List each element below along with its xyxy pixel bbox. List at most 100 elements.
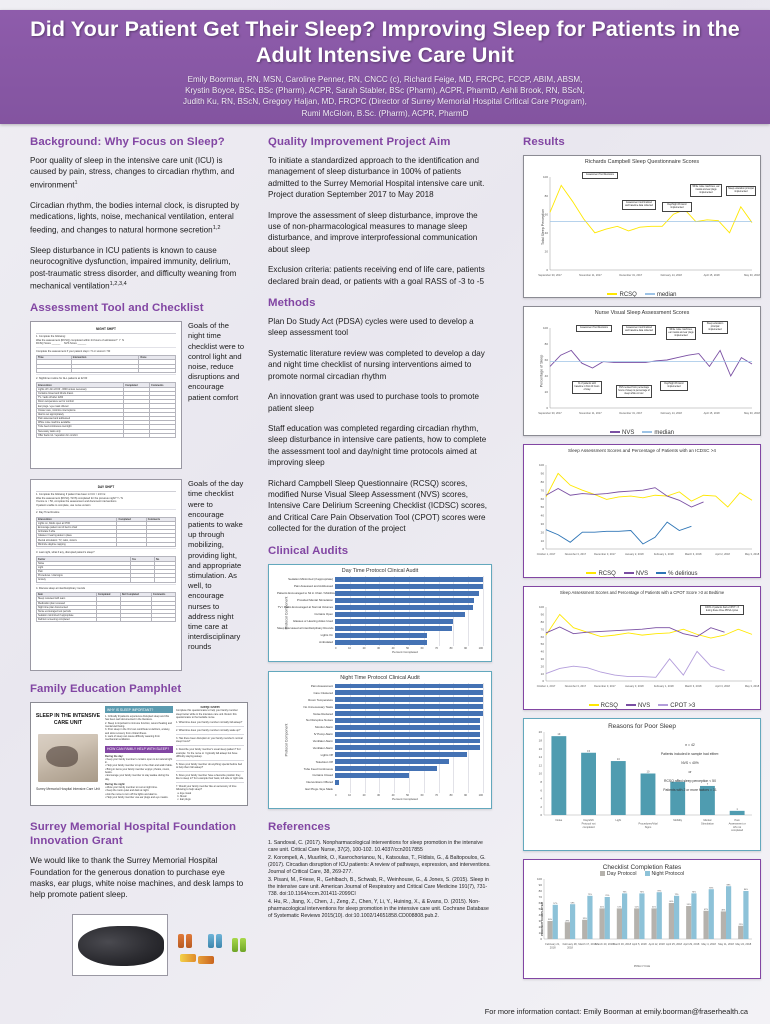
- chart-bar-label: No Disruptive Noises: [306, 718, 333, 723]
- chart-bar-row: Room Temperature: [277, 696, 483, 703]
- chart-series-line: [545, 521, 692, 545]
- chart-annotation: RCSQ rated sleep perception < 50: [664, 779, 716, 783]
- chart-x-tick: 90: [464, 793, 467, 797]
- chart-y-tick: 100: [537, 877, 542, 881]
- chart-legend-item: median: [644, 292, 677, 297]
- chart-y-tick: 100: [543, 175, 548, 179]
- chart-bar: [335, 611, 466, 617]
- chart-bar-label: Pain Assessed and Addressed: [293, 584, 333, 589]
- chart-bar-track: [335, 597, 483, 604]
- chart-bar-track: [335, 703, 483, 710]
- methods-paragraph-3: An innovation grant was used to purchase…: [268, 392, 480, 413]
- chart-bar-value: 80%: [744, 889, 748, 891]
- chart-bar-label: Lights On: [320, 633, 333, 638]
- author-line-4: Rumi McGloin, B.Sc. (Pharm), ACPR, Pharm…: [301, 108, 469, 118]
- chart-x-tick: April 15, 2018: [704, 273, 721, 277]
- chart-bar-row: Monitor Alarm: [277, 724, 483, 731]
- chart-annotation: % of patients with baseline in first 24 …: [572, 381, 602, 394]
- page-title: Did Your Patient Get Their Sleep? Improv…: [30, 17, 740, 67]
- chart-x-tick: Light: [615, 818, 621, 822]
- chart-bar-value: 60%: [669, 901, 673, 903]
- chart-y-tick: 20: [539, 730, 543, 734]
- chart-x-tick: 70: [435, 646, 438, 650]
- chart-annotation: NVS < 40%: [681, 761, 699, 765]
- chart-bar-track: [335, 632, 483, 639]
- chart-bar: [640, 773, 656, 815]
- right-column: Results Richards Campbell Sleep Question…: [523, 136, 761, 979]
- ear-plug-orange-2: [186, 933, 192, 948]
- chart-bar: [582, 919, 588, 939]
- chart-y-tick: 90: [541, 613, 545, 617]
- chart-bar-row: Tube Feed Continuous: [277, 765, 483, 772]
- chart-x-tick: Mental: [704, 818, 712, 822]
- chart-x-tick: 2018: [567, 945, 573, 949]
- chart-bar: [708, 889, 714, 939]
- chart-bar: [335, 704, 483, 710]
- chart-y-tick: 90: [539, 883, 543, 887]
- chart-x-tick: April 2, 2018: [715, 552, 730, 556]
- chart-x-tick: May 30, 2018: [744, 273, 760, 277]
- chart-x-tick: October 1, 2017: [537, 552, 556, 556]
- chart-annotation: Sleep education principal implemented: [726, 186, 756, 196]
- chart-x-tick: September 30, 2017: [538, 411, 562, 415]
- chart-bar-value: 19: [557, 732, 560, 736]
- chart-bar-track: [335, 604, 483, 611]
- pamphlet-header-why-sleep: WHY IS SLEEP IMPORTANT?: [105, 706, 173, 714]
- chart-bar-value: 32%: [583, 918, 587, 920]
- chart-bar: [670, 781, 686, 815]
- section-heading-aim: Quality Improvement Project Aim: [268, 136, 451, 148]
- contact-footer: For more information contact: Emily Boor…: [484, 1007, 748, 1016]
- author-line-1: Emily Boorman, RN, MSN, Caroline Penner,…: [187, 75, 583, 84]
- section-heading-grant: Surrey Memorial Hospital Foundation Inno…: [30, 821, 237, 848]
- pamphlet-cover-footer: Surrey Memorial Hospital Intensive Care …: [36, 787, 100, 792]
- chart-x-tick: 40: [391, 646, 395, 650]
- chart-x-tick: 2018: [550, 945, 556, 949]
- chart-bar: [639, 893, 645, 939]
- chart-gridline: [438, 575, 440, 646]
- chart-x-tick: 30: [377, 646, 380, 650]
- left-column: Background: Why Focus on Sleep? Poor qua…: [30, 136, 248, 984]
- ref-sup: 1: [74, 179, 78, 186]
- chart-bar-value: 51%: [635, 907, 639, 909]
- chart-bar: [700, 785, 715, 815]
- chart-x-tick: February 1, 2018: [654, 552, 674, 556]
- chart-bar: [564, 922, 570, 939]
- chart-bar-value: 46%: [721, 910, 725, 912]
- chart-bar-value: 88%: [727, 884, 731, 886]
- chart-bar: [634, 908, 640, 939]
- chart-y-tick: 12: [539, 763, 543, 767]
- chart-x-tick: 90: [464, 646, 467, 650]
- chart-bar: [335, 604, 473, 610]
- chart-bar-row: Ventilator Alarm: [277, 744, 483, 751]
- chart-title: Checklist Completion Rates: [602, 864, 682, 871]
- chart-y-tick: 60: [541, 635, 545, 639]
- chart-x-tick: December 3, 2017: [594, 684, 616, 688]
- chart-bar-track: [335, 731, 483, 738]
- chart-x-axis-label: PDSA CYCLE: [633, 965, 651, 968]
- methods-paragraph-2: Systematic literature review was complet…: [268, 348, 485, 381]
- chart-bar-row: Sleep Discussed at Interdisciplinary Rou…: [277, 625, 483, 632]
- chart-x-tick: Signs: [645, 825, 652, 829]
- chart-gridline: [482, 682, 484, 793]
- chart-gridline: [409, 682, 410, 793]
- chart-bar-label: Television Off: [315, 759, 333, 764]
- chart-y-tick: 0: [542, 679, 544, 683]
- chart-bar-track: [335, 618, 483, 625]
- chart-legend-item: RCSQ: [586, 571, 616, 577]
- chart-bar: [335, 697, 483, 703]
- chart-bar-row: Interventions Offered: [277, 779, 483, 786]
- chart-x-tick: 50: [406, 646, 409, 650]
- chart-gridline: [423, 682, 425, 793]
- chart-bar: [552, 904, 558, 939]
- chart-cpot-scores: Sleep Assessment Scores and Percentage o…: [523, 586, 761, 710]
- chart-bar: [335, 745, 481, 751]
- chart-x-tick: 100: [478, 793, 483, 797]
- chart-legend-item: CPOT >3: [658, 703, 695, 709]
- chart-y-tick: 100: [539, 605, 544, 609]
- chart-series-line: [545, 626, 725, 638]
- chart-svg: 0 10 20 30 40 50 60 70 80 90 100 October 1, 2017 Nov…: [537, 605, 760, 688]
- chart-x-tick: November 11, 2017: [579, 411, 602, 415]
- chart-bar-row: Lights Off: [277, 751, 483, 758]
- chart-annotation: Assessment tool finalized and baseline d…: [622, 200, 656, 210]
- chart-bar: [335, 632, 427, 638]
